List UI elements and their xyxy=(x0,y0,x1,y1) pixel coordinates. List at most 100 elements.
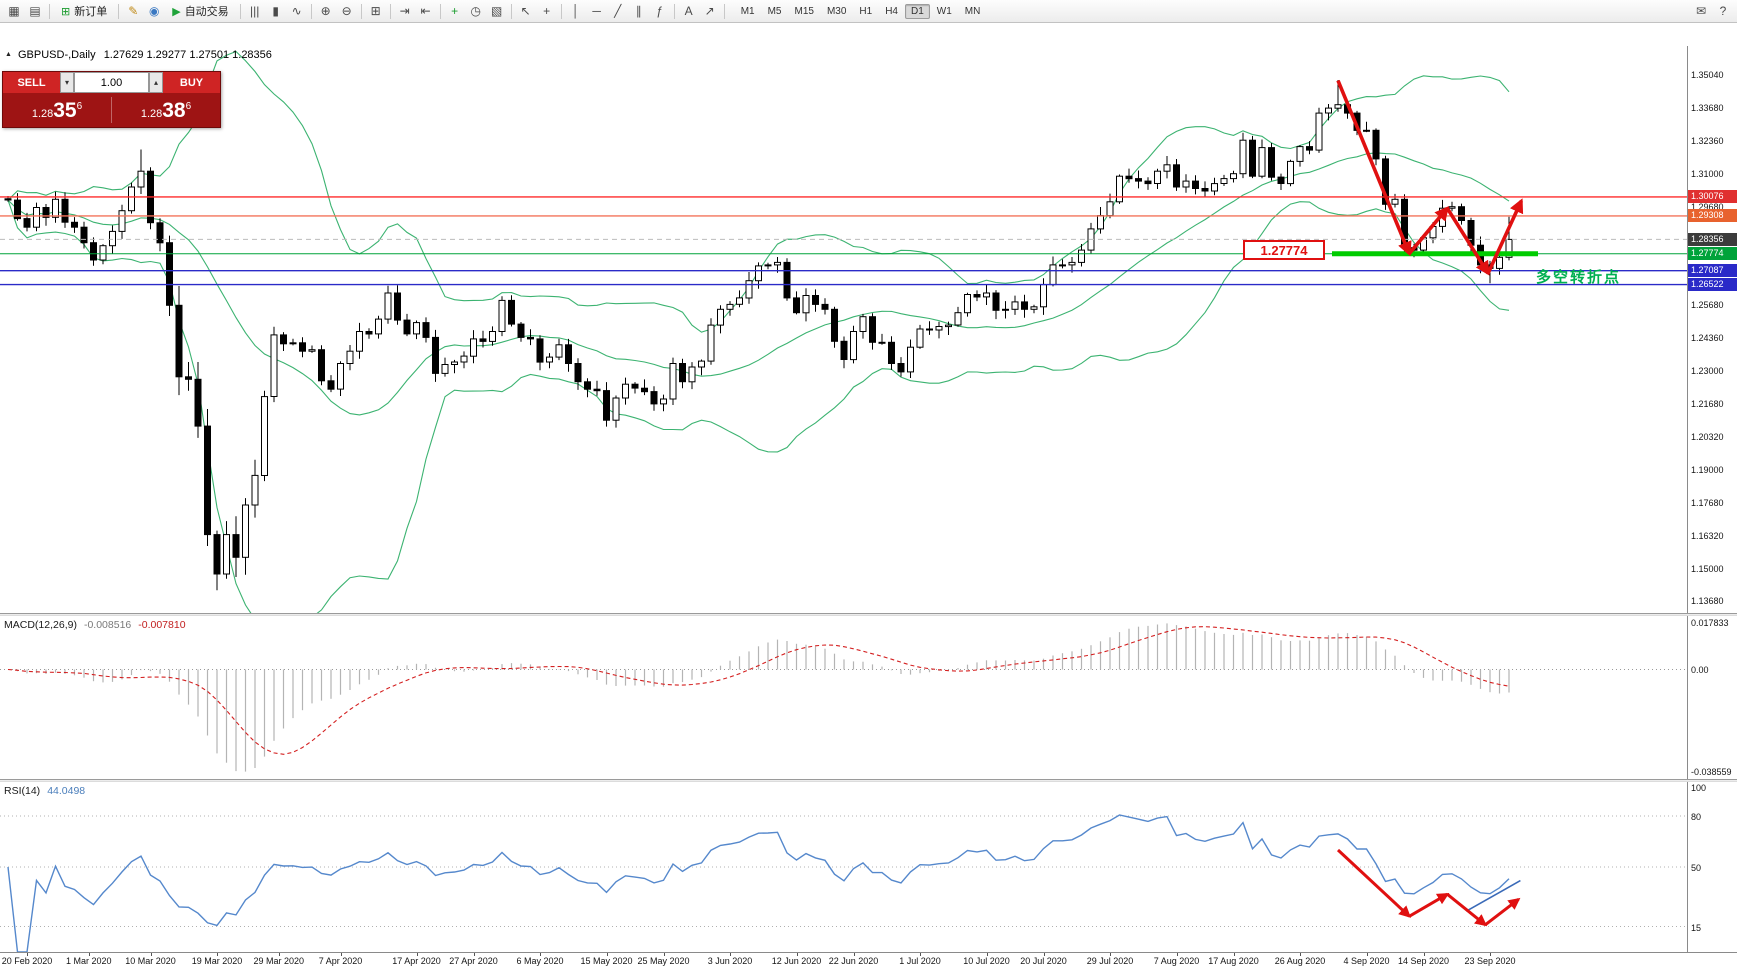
timeframe-m30-button[interactable]: M30 xyxy=(826,5,847,17)
date-axis-label: 10 Jul 2020 xyxy=(963,956,1010,966)
buy-price[interactable]: 1.28386 xyxy=(140,98,192,122)
macd-axis-label: 0.00 xyxy=(1691,665,1709,676)
auto-scroll-icon[interactable]: ⇥ xyxy=(399,4,410,18)
sell-price[interactable]: 1.28356 xyxy=(31,98,83,122)
rsi-trend-arrow[interactable] xyxy=(1446,893,1488,927)
templates-icon[interactable]: ▧ xyxy=(491,4,503,18)
new-order-button[interactable]: ⊞ 新订单 xyxy=(54,2,114,20)
price-axis-label: 1.21680 xyxy=(1691,398,1724,409)
horizontal-line-icon[interactable]: ─ xyxy=(592,4,601,18)
price-axis-label: 1.20320 xyxy=(1691,432,1724,443)
cursor-icon[interactable]: ↖ xyxy=(520,4,531,18)
vertical-line-icon[interactable]: │ xyxy=(571,4,580,18)
metaeditor-icon[interactable]: ✎ xyxy=(128,4,139,18)
one-click-trading-panel[interactable]: SELL ▾ ▴ BUY 1.28356 1.28386 xyxy=(2,71,221,128)
channel-icon[interactable]: ∥ xyxy=(635,4,642,18)
timeframe-h4-button[interactable]: H4 xyxy=(885,5,898,17)
trend-arrow[interactable] xyxy=(1336,79,1412,257)
rsi-trend-arrow[interactable] xyxy=(1336,848,1412,918)
chart-shift-icon[interactable]: ⇤ xyxy=(420,4,431,18)
fibonacci-icon[interactable]: ƒ xyxy=(656,4,664,18)
volume-input[interactable] xyxy=(74,72,149,93)
date-axis-label: 4 Sep 2020 xyxy=(1343,956,1390,966)
autotrading-button[interactable]: ▶ 自动交易 xyxy=(165,2,235,20)
arrows-icon[interactable]: ↗ xyxy=(704,4,715,18)
zoom-in-icon[interactable]: ⊕ xyxy=(320,4,331,18)
tile-windows-icon[interactable]: ⊞ xyxy=(370,4,381,18)
panel-splitter[interactable] xyxy=(0,613,1737,616)
periods-icon[interactable]: ◷ xyxy=(470,4,481,18)
support2-price-tag: 1.27087 xyxy=(1688,264,1737,278)
volume-up-button[interactable]: ▴ xyxy=(149,72,163,93)
date-axis-label: 25 May 2020 xyxy=(637,956,690,966)
timeframe-m15-button[interactable]: M15 xyxy=(794,5,814,17)
timeframe-d1-button[interactable]: D1 xyxy=(905,3,930,19)
date-axis-label: 15 May 2020 xyxy=(580,956,633,966)
indicators-icon[interactable]: + xyxy=(451,4,459,18)
rsi-axis-label: 15 xyxy=(1691,922,1702,933)
macd-canvas[interactable] xyxy=(0,616,1687,779)
price-axis-label: 1.33680 xyxy=(1691,103,1724,114)
timeframe-m5-button[interactable]: M5 xyxy=(767,5,782,17)
macd-signal-line xyxy=(7,626,1510,755)
price-axis-label: 1.31000 xyxy=(1691,169,1724,180)
resistance2-price-tag: 1.29308 xyxy=(1688,209,1737,223)
date-axis[interactable]: 20 Feb 2020 1 Mar 2020 10 Mar 2020 19 Mar 2… xyxy=(0,952,1737,969)
toolbar-separator xyxy=(239,3,241,19)
chat-icon[interactable]: ✉ xyxy=(1695,4,1707,18)
support-price-annotation[interactable]: 1.27774 xyxy=(1243,240,1325,260)
date-axis-label: 23 Sep 2020 xyxy=(1464,956,1516,966)
date-axis-label: 26 Aug 2020 xyxy=(1274,956,1326,966)
rsi-canvas[interactable] xyxy=(0,782,1687,952)
rsi-trendline[interactable] xyxy=(1465,879,1521,912)
toolbar-separator xyxy=(439,3,441,19)
line-chart-icon[interactable]: ∿ xyxy=(291,4,302,18)
chart-marker-icon: ▲ xyxy=(5,51,12,58)
trendline-icon[interactable]: ╱ xyxy=(614,4,622,18)
date-axis-label: 20 Jul 2020 xyxy=(1020,956,1067,966)
candlestick-chart-icon[interactable]: ▮ xyxy=(272,4,279,18)
trend-arrow[interactable] xyxy=(1445,207,1490,276)
turning-point-note[interactable]: 多空转折点 xyxy=(1536,269,1622,286)
text-icon[interactable]: A xyxy=(684,4,693,18)
trend-arrow[interactable] xyxy=(1486,198,1524,275)
chart-window[interactable]: ▲ GBPUSD-,Daily 1.27629 1.29277 1.27501 … xyxy=(0,23,1737,969)
support3-price-tag: 1.26522 xyxy=(1688,278,1737,292)
main-chart-canvas[interactable] xyxy=(0,46,1687,613)
zoom-out-icon[interactable]: ⊖ xyxy=(341,4,352,18)
rsi-trend-arrow[interactable] xyxy=(1484,897,1521,926)
price-axis-label: 1.15000 xyxy=(1691,563,1724,574)
date-axis-label: 6 May 2020 xyxy=(516,956,564,966)
toolbar-separator xyxy=(723,3,725,19)
price-axis-label: 1.23000 xyxy=(1691,366,1724,377)
price-axis[interactable]: 0.017833 0.00 -0.038559 100 80 50 15 1.35040 1.3… xyxy=(1687,46,1737,952)
panel-splitter[interactable] xyxy=(0,779,1737,782)
new-order-button-label: 新订单 xyxy=(74,6,108,18)
toolbar-separator xyxy=(310,3,312,19)
timeframe-m1-button[interactable]: M1 xyxy=(740,5,755,17)
new-chart-icon[interactable]: ▦ xyxy=(8,4,20,18)
sell-button[interactable]: SELL xyxy=(3,72,60,93)
date-axis-label: 29 Mar 2020 xyxy=(253,956,305,966)
date-axis-label: 7 Apr 2020 xyxy=(318,956,363,966)
timeframe-h1-button[interactable]: H1 xyxy=(859,5,873,17)
symbol-period-label: GBPUSD-,Daily xyxy=(18,49,96,61)
date-axis-label: 3 Jun 2020 xyxy=(707,956,753,966)
volume-down-button[interactable]: ▾ xyxy=(60,72,74,93)
rsi-trend-arrow[interactable] xyxy=(1408,892,1450,918)
timeframe-toolbar: M1 M5 M15 M30 H1 H4 D1 W1 MN xyxy=(735,3,987,19)
bar-chart-icon[interactable]: ||| xyxy=(250,4,260,18)
help-icon[interactable]: ? xyxy=(1719,4,1727,18)
buy-button[interactable]: BUY xyxy=(163,72,220,93)
date-axis-label: 17 Aug 2020 xyxy=(1208,956,1259,966)
timeframe-w1-button[interactable]: W1 xyxy=(936,5,952,17)
profiles-icon[interactable]: ▤ xyxy=(29,4,41,18)
timeframe-mn-button[interactable]: MN xyxy=(964,5,981,17)
trend-arrow[interactable] xyxy=(1407,206,1450,255)
rsi-axis-label: 100 xyxy=(1691,783,1707,793)
market-watch-icon[interactable]: ◉ xyxy=(148,4,160,18)
crosshair-icon[interactable]: + xyxy=(543,4,551,18)
price-axis-label: 1.32360 xyxy=(1691,135,1724,146)
bollinger-bands xyxy=(7,50,1510,613)
macd-axis-label: -0.038559 xyxy=(1691,767,1732,777)
